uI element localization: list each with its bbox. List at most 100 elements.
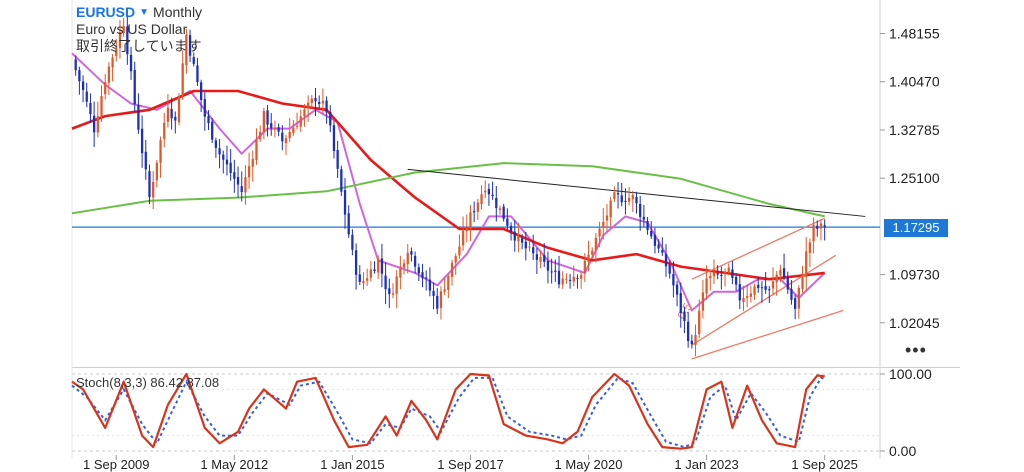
timeframe-label[interactable]: Monthly [153,4,203,20]
price-tick-label: 1.09730 [889,267,940,283]
candle [421,272,424,279]
candle [81,81,85,90]
candle [225,159,229,165]
candle [506,218,509,226]
chart-header: EURUSD ▼ Monthly Euro vs US Dollar 取引終了し… [76,4,202,55]
candle [377,258,380,273]
candle [701,292,705,311]
candle [425,277,428,279]
candle [602,221,605,228]
candle [495,197,498,209]
candle [417,267,420,274]
candle [236,176,240,185]
candle [734,277,738,285]
candle [299,116,302,127]
candle [450,262,454,277]
candle [543,255,546,262]
candle [288,131,291,138]
candle [753,286,756,295]
candle [89,103,92,115]
candle [812,224,815,242]
candle [233,172,236,179]
candle [218,148,221,155]
candle [572,276,575,282]
candle [284,138,288,144]
candle [576,278,579,280]
candle [461,230,465,246]
candle [329,111,332,126]
candle [380,258,384,274]
candle [292,127,295,133]
candle [683,311,686,322]
ma-slow-line [71,162,825,218]
candle [266,110,269,125]
candle [502,206,505,219]
candle [539,256,542,262]
candle [100,96,103,116]
candle [723,271,727,274]
market-status: 取引終了しています [76,38,202,54]
candle [664,253,668,267]
candle [532,247,535,254]
candle [790,288,793,300]
candle [793,298,797,309]
candle [303,109,306,117]
candle [369,269,372,278]
time-tick-label: 1 Sep 2009 [83,457,150,472]
ma-mid-line [71,89,825,281]
candle [281,132,284,142]
candle [775,274,778,283]
candle [391,293,395,295]
candle [484,190,487,193]
candle [823,225,826,228]
candle [140,128,144,154]
candle [96,116,99,133]
candle [181,63,184,96]
oscillator-tick-label: 100.00 [889,366,932,382]
candle [631,194,634,200]
chevron-down-icon[interactable]: ▼ [139,7,150,18]
price-tick-label: 1.25100 [889,170,940,186]
symbol-label[interactable]: EURUSD [76,4,136,20]
candle [583,260,586,274]
candle [373,269,376,272]
candle [690,340,693,345]
candle [229,162,232,173]
candle [731,269,734,278]
candle [605,215,609,221]
more-options-icon[interactable]: ••• [905,340,927,360]
candle [498,208,502,210]
candle [347,213,350,235]
candle [92,115,96,133]
candle [159,140,162,163]
candle [705,278,708,294]
candle [480,194,483,205]
candle [746,295,749,298]
candle [546,261,550,271]
candle [609,200,612,218]
candle [738,284,741,301]
candle [321,100,325,104]
candle [196,65,199,83]
candle [771,281,775,289]
candle [653,234,657,246]
candle [406,252,409,265]
candle [255,139,258,161]
candle [343,190,347,215]
candle [598,228,601,237]
candle [332,125,336,151]
candle [144,151,147,170]
candle [782,268,786,278]
candle [687,321,690,341]
channel-line [691,309,844,360]
candle [155,162,159,181]
candle [639,203,642,217]
candle [262,110,265,132]
candle [646,221,649,231]
candle [473,211,476,213]
candle [439,291,443,308]
candle [672,274,675,286]
candle [185,34,188,66]
candle [126,26,129,55]
